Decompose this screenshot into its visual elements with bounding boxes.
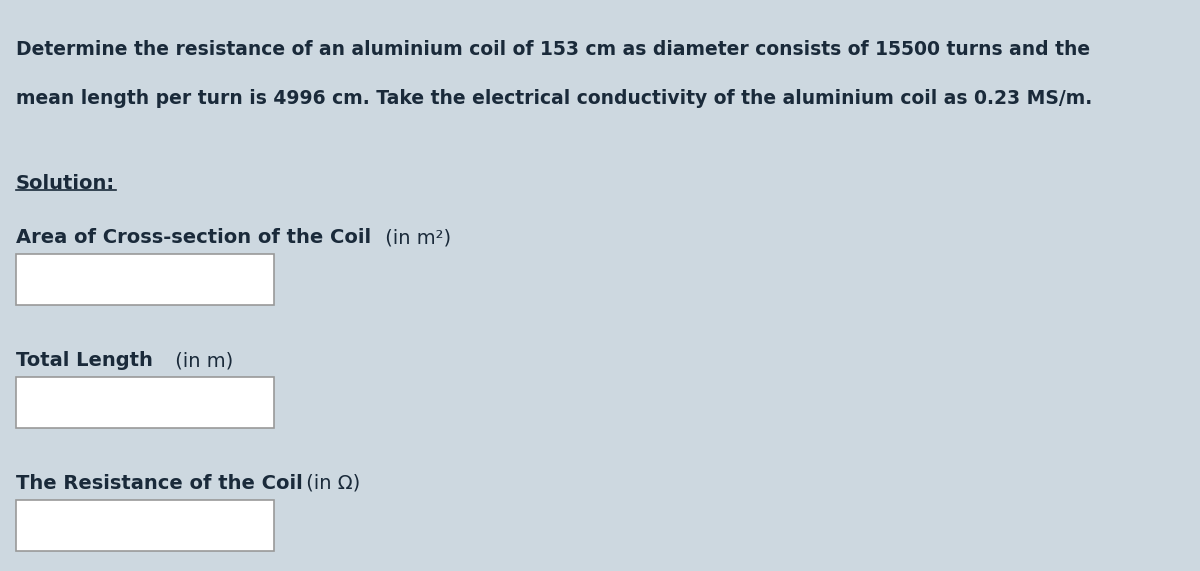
Text: The Resistance of the Coil: The Resistance of the Coil: [16, 474, 302, 493]
FancyBboxPatch shape: [16, 500, 274, 551]
Text: (in m): (in m): [169, 351, 234, 370]
Text: Determine the resistance of an aluminium coil of 153 cm as diameter consists of : Determine the resistance of an aluminium…: [16, 40, 1090, 59]
FancyBboxPatch shape: [16, 254, 274, 305]
FancyBboxPatch shape: [16, 377, 274, 428]
Text: Area of Cross-section of the Coil: Area of Cross-section of the Coil: [16, 228, 371, 247]
Text: mean length per turn is 4996 cm. Take the electrical conductivity of the alumini: mean length per turn is 4996 cm. Take th…: [16, 89, 1092, 107]
Text: Solution:: Solution:: [16, 174, 115, 193]
Text: Total Length: Total Length: [16, 351, 152, 370]
Text: (in Ω): (in Ω): [300, 474, 360, 493]
Text: (in m²): (in m²): [379, 228, 451, 247]
